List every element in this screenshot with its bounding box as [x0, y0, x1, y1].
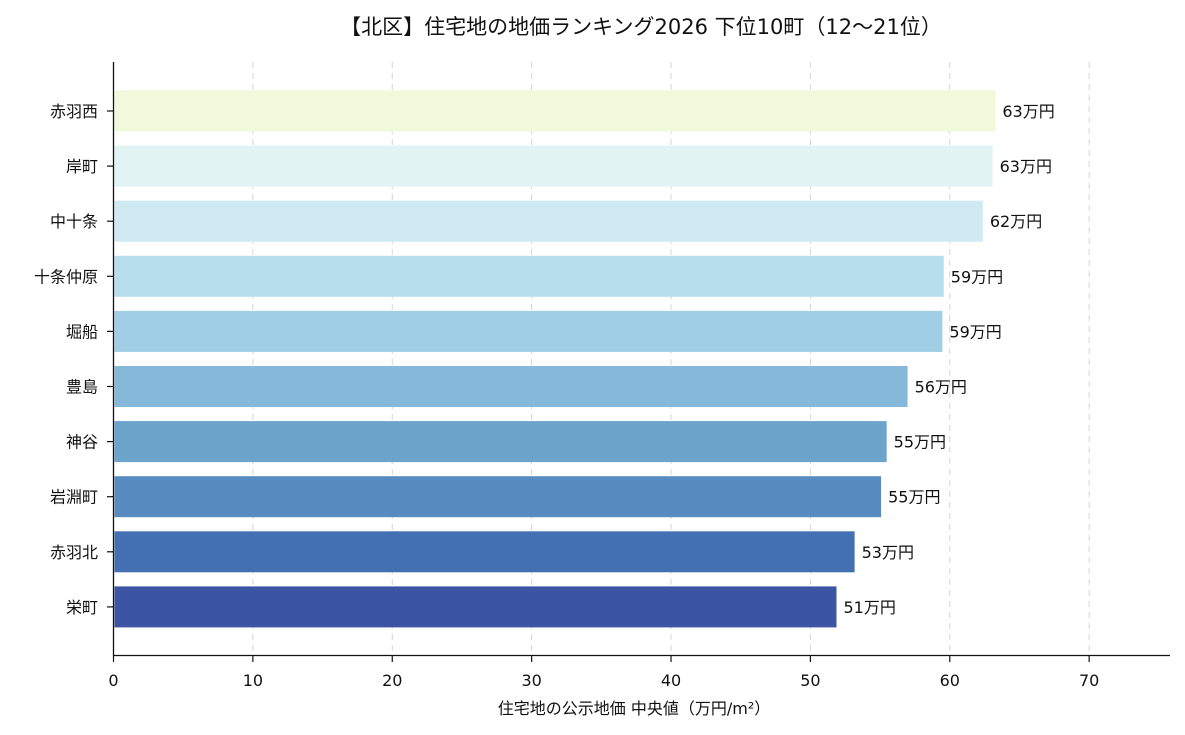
data-label: 56万円: [915, 378, 967, 397]
bar: [114, 200, 983, 242]
data-label: 59万円: [951, 267, 1003, 286]
x-tick-label: 20: [382, 671, 402, 690]
bars: [114, 90, 996, 628]
x-axis-label: 住宅地の公示地価 中央値（万円/m²）: [498, 699, 770, 718]
y-tick-label: 栄町: [66, 598, 98, 617]
x-tick-label: 0: [108, 671, 118, 690]
bar: [114, 255, 944, 297]
x-tick-label: 50: [800, 671, 820, 690]
y-tick-label: 中十条: [50, 212, 98, 231]
x-tick-label: 70: [1079, 671, 1099, 690]
x-tick-labels: 0 10 20 30 40 50 60 70: [108, 656, 1099, 690]
y-tick-label: 神谷: [66, 433, 98, 452]
bar: [114, 531, 855, 573]
x-tick-label: 10: [243, 671, 263, 690]
data-label: 59万円: [949, 322, 1001, 341]
bar: [114, 145, 993, 187]
x-tick-label: 40: [661, 671, 681, 690]
data-label: 55万円: [894, 433, 946, 452]
chart-title: 【北区】住宅地の地価ランキング2026 下位10町（12〜21位）: [340, 15, 942, 39]
bar: [114, 421, 887, 463]
y-tick-label: 岸町: [66, 157, 98, 176]
y-tick-label: 豊島: [66, 378, 98, 397]
data-label: 53万円: [862, 543, 914, 562]
y-tick-label: 赤羽北: [50, 543, 98, 562]
y-tick-label: 十条仲原: [34, 267, 98, 286]
bar: [114, 476, 882, 518]
y-tick-label: 堀船: [66, 322, 98, 341]
x-tick-label: 30: [521, 671, 541, 690]
data-label: 63万円: [1002, 102, 1054, 121]
y-tick-label: 赤羽西: [50, 102, 98, 121]
value-labels: 63万円 63万円 62万円 59万円 59万円 56万円 55万円 55万円 53万円 51万円: [843, 102, 1054, 617]
data-label: 63万円: [1000, 157, 1052, 176]
y-tick-label: 岩淵町: [50, 488, 98, 507]
data-label: 62万円: [990, 212, 1042, 231]
bar: [114, 366, 908, 407]
bar: [114, 310, 943, 352]
bar: [114, 586, 837, 628]
bar: [114, 90, 996, 132]
x-tick-label: 60: [940, 671, 960, 690]
data-label: 51万円: [843, 598, 895, 617]
data-label: 55万円: [888, 488, 940, 507]
